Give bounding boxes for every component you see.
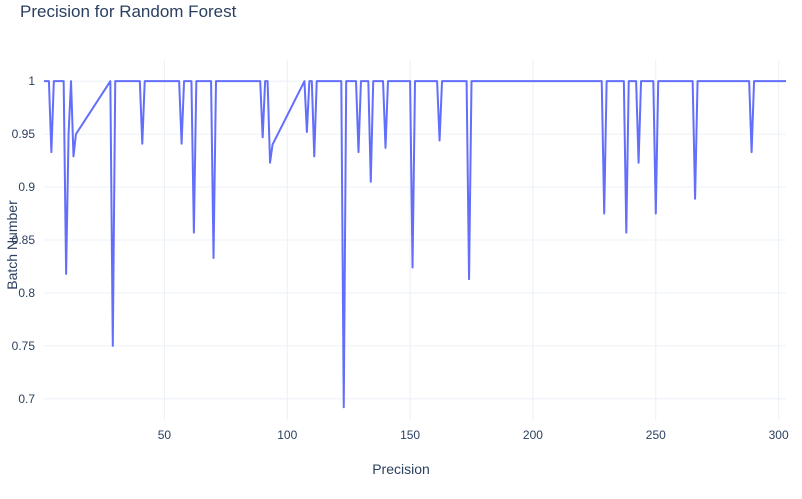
tick-labels: 50 100 150 200 250 300 0.7 0.75 0.8 0.85 0.9 0.95 1 xyxy=(12,74,789,442)
y-tick-label: 0.95 xyxy=(12,127,36,141)
y-tick-label: 0.75 xyxy=(12,339,36,353)
y-tick-label: 0.9 xyxy=(18,180,35,194)
x-axis-title: Precision xyxy=(372,461,430,477)
series-group xyxy=(44,80,786,409)
y-tick-label: 0.85 xyxy=(12,233,36,247)
y-tick-label: 1 xyxy=(28,74,35,88)
y-axis-title: Batch Number xyxy=(4,200,20,290)
x-tick-label: 100 xyxy=(277,428,297,442)
x-tick-label: 150 xyxy=(400,428,420,442)
x-tick-label: 200 xyxy=(523,428,543,442)
chart-title: Precision for Random Forest xyxy=(20,2,237,21)
x-tick-label: 50 xyxy=(158,428,172,442)
y-tick-label: 0.7 xyxy=(18,392,35,406)
y-tick-label: 0.8 xyxy=(18,286,35,300)
series-line xyxy=(44,80,786,409)
x-tick-label: 250 xyxy=(646,428,666,442)
x-tick-label: 300 xyxy=(769,428,789,442)
